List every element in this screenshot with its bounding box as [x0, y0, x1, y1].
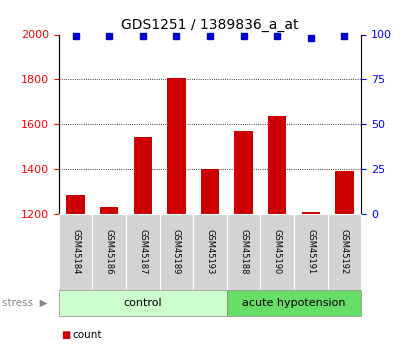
Bar — [201, 169, 219, 214]
Text: count: count — [73, 330, 102, 339]
Bar — [100, 207, 118, 214]
Bar — [335, 171, 354, 214]
Text: ■: ■ — [61, 330, 70, 339]
Text: GSM45187: GSM45187 — [138, 229, 147, 275]
Bar — [134, 137, 152, 214]
Text: GSM45189: GSM45189 — [172, 229, 181, 275]
Title: GDS1251 / 1389836_a_at: GDS1251 / 1389836_a_at — [121, 18, 299, 32]
Text: GSM45184: GSM45184 — [71, 229, 80, 275]
Bar — [66, 195, 85, 214]
Text: GSM45186: GSM45186 — [105, 229, 114, 275]
Bar — [167, 78, 186, 214]
Text: acute hypotension: acute hypotension — [242, 298, 346, 308]
Text: GSM45192: GSM45192 — [340, 229, 349, 275]
Text: GSM45190: GSM45190 — [273, 229, 282, 275]
Bar — [302, 211, 320, 214]
Text: GSM45193: GSM45193 — [205, 229, 215, 275]
Text: GSM45191: GSM45191 — [306, 229, 315, 275]
Text: stress  ▶: stress ▶ — [2, 298, 48, 308]
Text: GSM45188: GSM45188 — [239, 229, 248, 275]
Bar — [234, 131, 253, 214]
Text: control: control — [123, 298, 162, 308]
Bar — [268, 116, 286, 214]
